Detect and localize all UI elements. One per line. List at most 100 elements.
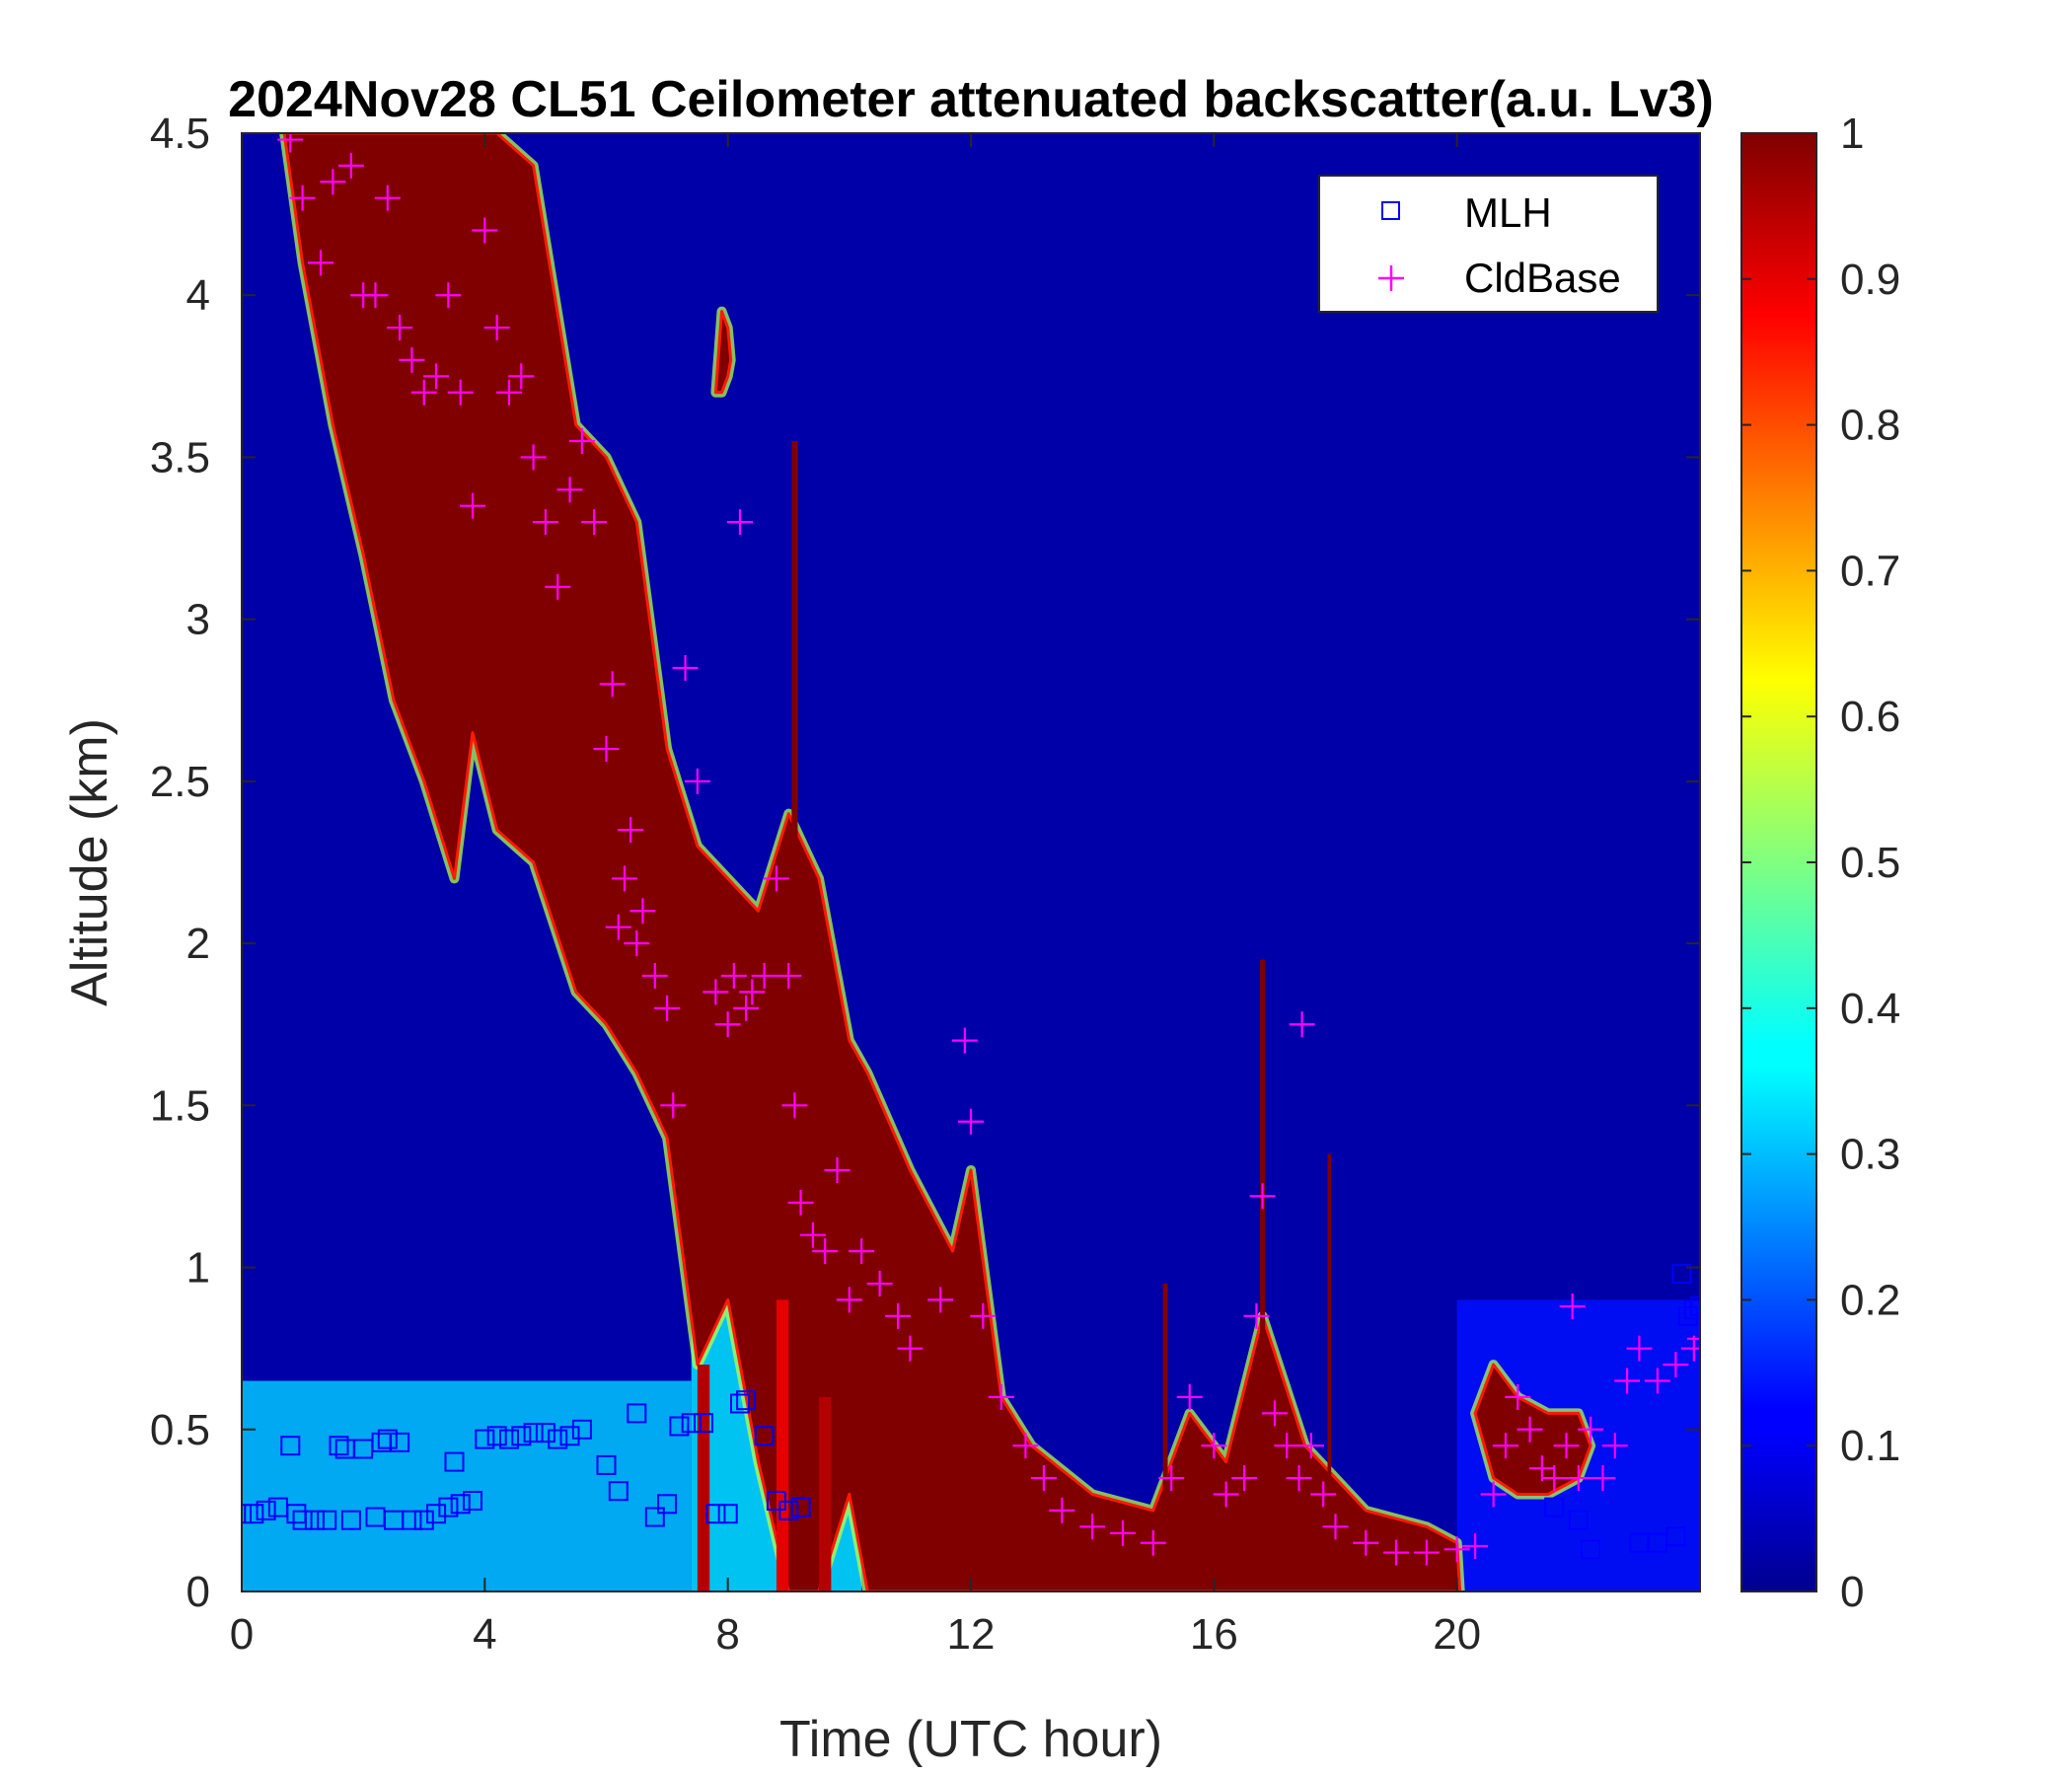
cldbase-point <box>483 315 510 341</box>
legend-cldbase-label: CldBase <box>1464 255 1621 301</box>
legend-mlh-label: MLH <box>1464 189 1552 236</box>
cldbase-point <box>308 250 334 276</box>
mlh-point <box>523 1423 544 1443</box>
cldbase-point <box>1231 1465 1258 1492</box>
mlh-point <box>340 1510 361 1530</box>
cldbase-point <box>568 428 595 455</box>
cldbase-point <box>1601 1433 1628 1459</box>
backscatter-heatmap <box>242 133 1700 1591</box>
cldbase-point <box>1687 1325 1700 1352</box>
cldbase-point <box>472 217 498 244</box>
cldbase-point <box>733 995 760 1021</box>
cldbase-point <box>1663 1352 1689 1378</box>
mlh-point <box>669 1416 690 1437</box>
cldbase-point <box>611 865 637 892</box>
mlh-point <box>694 1413 713 1434</box>
cldbase-point <box>1541 1465 1568 1492</box>
y-tick-label: 1.5 <box>150 1081 210 1130</box>
mlh-point <box>450 1494 471 1515</box>
cldbase-point <box>1079 1514 1106 1540</box>
cldbase-point <box>1297 1433 1324 1459</box>
mlh-point <box>377 1429 398 1449</box>
cldbase-point <box>447 379 474 406</box>
cldbase-point <box>556 477 583 503</box>
legend-mlh-marker <box>1381 201 1400 220</box>
mlh-point <box>1690 1296 1700 1316</box>
mlh-point <box>1544 1497 1565 1517</box>
axes: 0 4 8 12 16 20 0 0.5 1 1.5 2 2.5 3 3.5 4 4.5 <box>150 110 1701 1659</box>
legend-box <box>1318 175 1659 313</box>
mlh-point <box>1683 1299 1700 1320</box>
aerosol-layer-0 <box>242 1380 692 1591</box>
cldbase-point <box>703 979 729 1005</box>
mlh-point <box>426 1504 447 1524</box>
cldbase-point <box>1644 1368 1670 1394</box>
cldbase-point <box>776 962 802 989</box>
y-axis-label: Altitude (km) <box>61 718 118 1006</box>
x-tick-label: 20 <box>1433 1610 1481 1659</box>
mlh-point <box>535 1423 555 1443</box>
mlh-point <box>438 1497 459 1517</box>
cldbase-point <box>520 444 547 471</box>
mlh-point <box>736 1390 757 1411</box>
colorbar-tick-label: 0.1 <box>1840 1422 1900 1470</box>
mlh-point <box>242 1504 252 1524</box>
y-tick-label: 1 <box>186 1244 210 1293</box>
y-tick-label: 0 <box>186 1568 210 1616</box>
cldbase-point <box>399 346 425 373</box>
cldbase-point <box>1578 1416 1604 1443</box>
cldbase-point <box>849 1238 875 1265</box>
cldbase-point <box>824 1157 851 1184</box>
x-tick-label: 16 <box>1190 1610 1238 1659</box>
cldbase-point <box>714 1011 741 1038</box>
cldbase-point <box>1201 1433 1227 1459</box>
cldbase-point <box>885 1302 912 1329</box>
y-tick-label: 2 <box>186 920 210 968</box>
mlh-point <box>754 1426 775 1446</box>
cldbase-point <box>1353 1529 1379 1556</box>
cloud-spike-11 <box>776 1299 789 1591</box>
colorbar-tick-label: 0.5 <box>1840 839 1900 887</box>
cldbase-point <box>1322 1514 1349 1540</box>
cldbase-point <box>672 654 699 681</box>
mlh-point <box>244 1504 264 1524</box>
cldbase-point <box>897 1335 924 1362</box>
colorbar: 0 0.1 0.2 0.3 0.4 0.5 0.6 0.7 0.8 0.9 1 <box>1740 110 1900 1616</box>
cldbase-point <box>726 509 753 536</box>
mlh-point <box>730 1393 750 1414</box>
cldbase-point <box>362 282 389 309</box>
cloud-spike-8 <box>1327 1153 1332 1527</box>
cldbase-point <box>1413 1539 1440 1566</box>
legend-cldbase-marker <box>1378 265 1404 291</box>
legend[interactable]: MLH CldBase <box>1318 175 1659 313</box>
mlh-point <box>463 1491 482 1511</box>
colorbar-tick-label: 0.7 <box>1840 547 1900 595</box>
mlh-point <box>413 1510 434 1530</box>
y-tick-label: 3 <box>186 596 210 644</box>
cldbase-point <box>374 185 401 211</box>
cldbase-point <box>495 379 522 406</box>
mlh-point <box>475 1429 495 1449</box>
mlh-point <box>778 1500 799 1520</box>
y-tick-label: 4.5 <box>150 110 210 158</box>
colorbar-gradient <box>1741 133 1816 1591</box>
cldbase-point <box>508 363 535 390</box>
cldbase-point <box>1626 1335 1653 1362</box>
cldbase-point <box>1030 1465 1057 1492</box>
cldbase-point <box>460 492 486 519</box>
cldbase-point <box>739 979 766 1005</box>
colorbar-ticks: 0 0.1 0.2 0.3 0.4 0.5 0.6 0.7 0.8 0.9 1 <box>1741 110 1900 1616</box>
mlh-point <box>1581 1539 1601 1560</box>
cldbase-point <box>1286 1465 1312 1492</box>
y-tick-label: 2.5 <box>150 758 210 806</box>
cloud-band-4 <box>713 310 733 395</box>
cldbase-point <box>337 152 364 179</box>
x-axis-label: Time (UTC hour) <box>779 1711 1162 1768</box>
mlh-point <box>608 1481 629 1502</box>
mlh-point <box>486 1426 507 1446</box>
cldbase-point <box>1176 1383 1203 1410</box>
cldbase-point <box>1274 1433 1300 1459</box>
cldbase-point <box>654 995 681 1021</box>
mlh-point <box>511 1426 532 1446</box>
